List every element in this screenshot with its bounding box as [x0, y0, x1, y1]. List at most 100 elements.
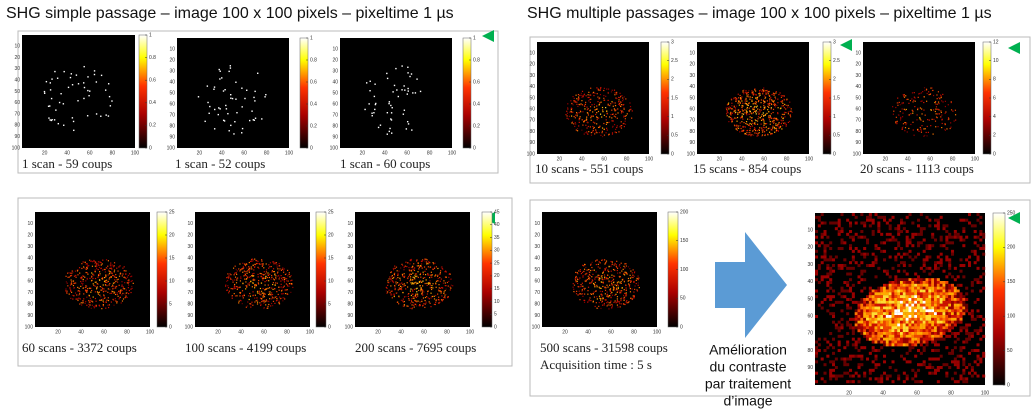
- colorbar-label: 0.8: [473, 57, 480, 63]
- pixel: [262, 287, 264, 290]
- pixel: [945, 241, 949, 245]
- pixel: [85, 266, 88, 269]
- pixel: [743, 93, 745, 95]
- pixel: [578, 125, 580, 127]
- pixel: [623, 115, 625, 118]
- pixel: [885, 343, 889, 347]
- pixel: [405, 295, 407, 298]
- pixel: [905, 292, 909, 296]
- pixel: [407, 66, 409, 68]
- pixel: [945, 303, 949, 307]
- pixel: [786, 99, 788, 101]
- pixel: [843, 371, 847, 375]
- pixel: [611, 89, 613, 91]
- pixel: [739, 117, 742, 119]
- pixel: [778, 93, 780, 96]
- pixel: [400, 299, 402, 301]
- pixel: [924, 89, 926, 92]
- pixel: [840, 295, 844, 299]
- y-tick-label: 10: [332, 46, 338, 52]
- pixel: [261, 276, 264, 278]
- pixel: [627, 301, 629, 304]
- pixel: [919, 340, 923, 344]
- pixel: [636, 290, 639, 292]
- pixel: [757, 108, 759, 110]
- pixel: [888, 317, 892, 321]
- pixel: [891, 303, 895, 307]
- pixel: [393, 84, 396, 87]
- pixel: [622, 111, 624, 113]
- pixel: [737, 113, 739, 115]
- pixel: [422, 289, 424, 291]
- pixel: [953, 323, 957, 327]
- pixel: [582, 124, 584, 126]
- pixel: [928, 300, 932, 304]
- pixel: [239, 295, 241, 297]
- pixel: [947, 117, 950, 119]
- pixel: [258, 267, 260, 270]
- pixel: [277, 271, 279, 273]
- pixel: [428, 283, 430, 285]
- pixel: [826, 264, 830, 268]
- pixel: [919, 351, 923, 355]
- pixel: [424, 282, 426, 285]
- pixel: [953, 340, 957, 344]
- pixel: [885, 334, 889, 338]
- pixel: [572, 111, 574, 113]
- pixel: [104, 297, 106, 299]
- pixel: [579, 110, 581, 112]
- pixel: [944, 112, 946, 114]
- y-tick-label: 60: [347, 278, 353, 284]
- pixel: [968, 213, 972, 217]
- pixel: [941, 122, 943, 125]
- pixel: [917, 289, 921, 293]
- pixel: [874, 258, 878, 262]
- pixel: [925, 278, 929, 282]
- pixel: [908, 306, 912, 310]
- pixel: [409, 302, 412, 304]
- pixel: [922, 258, 926, 262]
- pixel: [815, 269, 819, 273]
- pixel: [885, 269, 889, 273]
- pixel: [871, 298, 875, 302]
- pixel: [885, 300, 889, 304]
- pixel: [107, 280, 109, 283]
- pixel: [74, 270, 77, 272]
- pixel: [582, 295, 584, 297]
- pixel: [860, 354, 864, 358]
- pixel: [832, 221, 836, 225]
- pixel: [593, 106, 596, 108]
- pixel: [885, 320, 889, 324]
- pixel: [905, 286, 909, 290]
- colorbar-label: 30: [494, 248, 500, 254]
- pixel: [97, 293, 100, 295]
- pixel: [231, 97, 234, 100]
- pixel: [726, 108, 728, 110]
- pixel: [953, 315, 957, 319]
- pixel: [616, 91, 618, 94]
- pixel: [435, 280, 438, 282]
- pixel: [616, 260, 618, 262]
- pixel: [843, 363, 847, 367]
- pixel: [762, 119, 764, 121]
- y-tick-label: 40: [855, 84, 861, 90]
- pixel: [832, 315, 836, 319]
- pixel: [573, 101, 575, 103]
- pixel: [900, 309, 904, 313]
- pixel: [601, 127, 604, 129]
- pixel: [422, 271, 424, 273]
- pixel: [611, 263, 614, 265]
- pixel: [228, 274, 230, 276]
- pixel: [618, 290, 620, 292]
- pixel: [403, 276, 405, 278]
- y-tick-label: 20: [332, 57, 338, 63]
- pixel: [763, 121, 765, 123]
- pixel: [109, 271, 111, 273]
- pixel: [911, 244, 915, 248]
- pixel: [976, 374, 980, 378]
- pixel: [868, 264, 872, 268]
- pixel: [390, 104, 392, 107]
- pixel: [594, 276, 596, 278]
- pixel: [775, 128, 778, 130]
- pixel: [232, 281, 234, 283]
